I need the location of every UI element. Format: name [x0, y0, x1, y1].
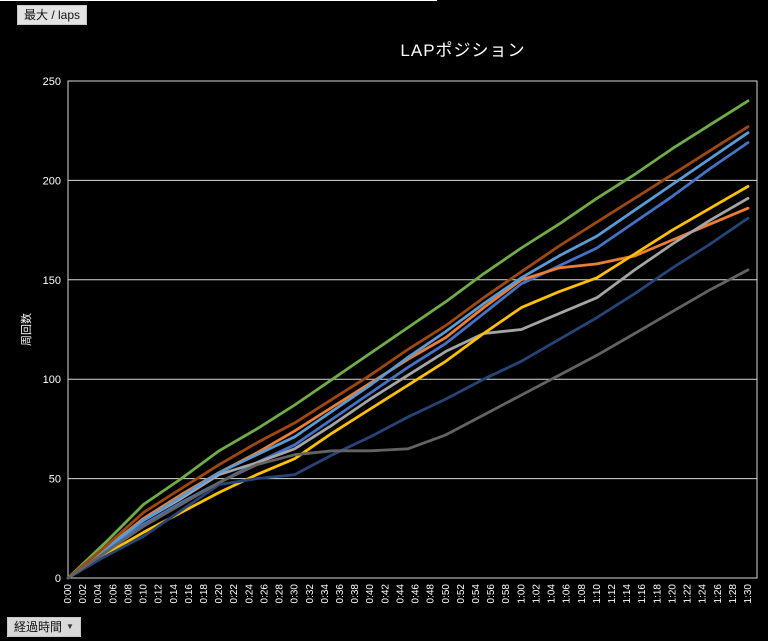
x-tick-label: 0:12: [154, 584, 165, 604]
axis-field-button[interactable]: 経過時間 ▼: [7, 617, 81, 637]
series-line-orange: [66, 206, 750, 580]
x-tick-label: 0:36: [335, 584, 346, 604]
x-tick-label: 0:52: [456, 584, 467, 604]
x-tick-label: 0:56: [486, 584, 497, 604]
series-line-dark-orange: [66, 125, 750, 580]
x-tick-label: 0:46: [411, 584, 422, 604]
y-axis-title: 周回数: [20, 313, 33, 346]
y-tick-label: 100: [43, 374, 61, 386]
axis-field-label: 経過時間: [14, 620, 63, 634]
x-tick-label: 1:24: [698, 584, 709, 604]
window-top-edge: [0, 0, 437, 1]
x-tick-label: 1:20: [667, 584, 678, 604]
x-tick-label: 0:48: [426, 584, 437, 604]
x-tick-label: 1:16: [637, 584, 648, 604]
x-tick-label: 0:50: [441, 584, 452, 604]
x-tick-label: 0:22: [229, 584, 240, 604]
y-tick-label: 150: [43, 275, 61, 287]
chevron-down-icon: ▼: [66, 622, 74, 631]
x-tick-label: 0:34: [320, 584, 331, 604]
x-tick-label: 1:04: [547, 584, 558, 604]
x-tick-label: 1:10: [592, 584, 603, 604]
x-tick-label: 1:06: [562, 584, 573, 604]
x-tick-label: 0:10: [139, 584, 150, 604]
x-tick-label: 1:14: [622, 584, 633, 604]
chart-title: LAPポジション: [400, 41, 526, 60]
x-tick-label: 1:08: [577, 584, 588, 604]
x-tick-label: 0:58: [501, 584, 512, 604]
x-tick-label: 0:54: [471, 584, 482, 604]
x-tick-label: 0:02: [78, 584, 89, 604]
x-tick-label: 1:18: [652, 584, 663, 604]
y-tick-label: 50: [49, 474, 61, 486]
series-line-dark-gray: [66, 268, 750, 580]
plot-border: [67, 80, 758, 579]
x-tick-label: 1:22: [683, 584, 694, 604]
x-tick-label: 0:28: [275, 584, 286, 604]
series-line-dark-blue: [66, 216, 750, 580]
series-line-gold: [66, 184, 750, 580]
x-tick-label: 0:18: [199, 584, 210, 604]
x-tick-label: 1:02: [531, 584, 542, 604]
x-tick-label: 0:24: [244, 584, 255, 604]
x-tick-label: 0:00: [63, 584, 74, 604]
x-tick-label: 0:06: [108, 584, 119, 604]
x-tick-label: 0:30: [290, 584, 301, 604]
x-tick-label: 0:32: [305, 584, 316, 604]
y-tick-label: 0: [55, 573, 61, 585]
series-line-light-blue: [66, 131, 750, 580]
x-tick-label: 0:42: [380, 584, 391, 604]
x-tick-label: 0:14: [169, 584, 180, 604]
series-line-green: [66, 99, 750, 580]
value-field-button[interactable]: 最大 / laps: [17, 5, 88, 25]
x-tick-label: 0:20: [214, 584, 225, 604]
x-tick-label: 1:30: [743, 584, 754, 604]
x-tick-label: 0:08: [123, 584, 134, 604]
series-line-gray: [66, 196, 750, 580]
series-line-blue: [66, 141, 750, 580]
value-field-label: 最大 / laps: [24, 8, 81, 22]
x-tick-label: 0:04: [93, 584, 104, 604]
x-tick-label: 1:26: [713, 584, 724, 604]
x-tick-label: 1:12: [607, 584, 618, 604]
x-tick-label: 0:44: [395, 584, 406, 604]
y-tick-label: 200: [43, 175, 61, 187]
x-tick-label: 1:28: [728, 584, 739, 604]
x-tick-label: 0:26: [259, 584, 270, 604]
y-tick-label: 250: [43, 76, 61, 88]
x-tick-label: 0:38: [350, 584, 361, 604]
x-tick-label: 1:00: [516, 584, 527, 604]
x-tick-label: 0:40: [365, 584, 376, 604]
x-tick-label: 0:16: [184, 584, 195, 604]
